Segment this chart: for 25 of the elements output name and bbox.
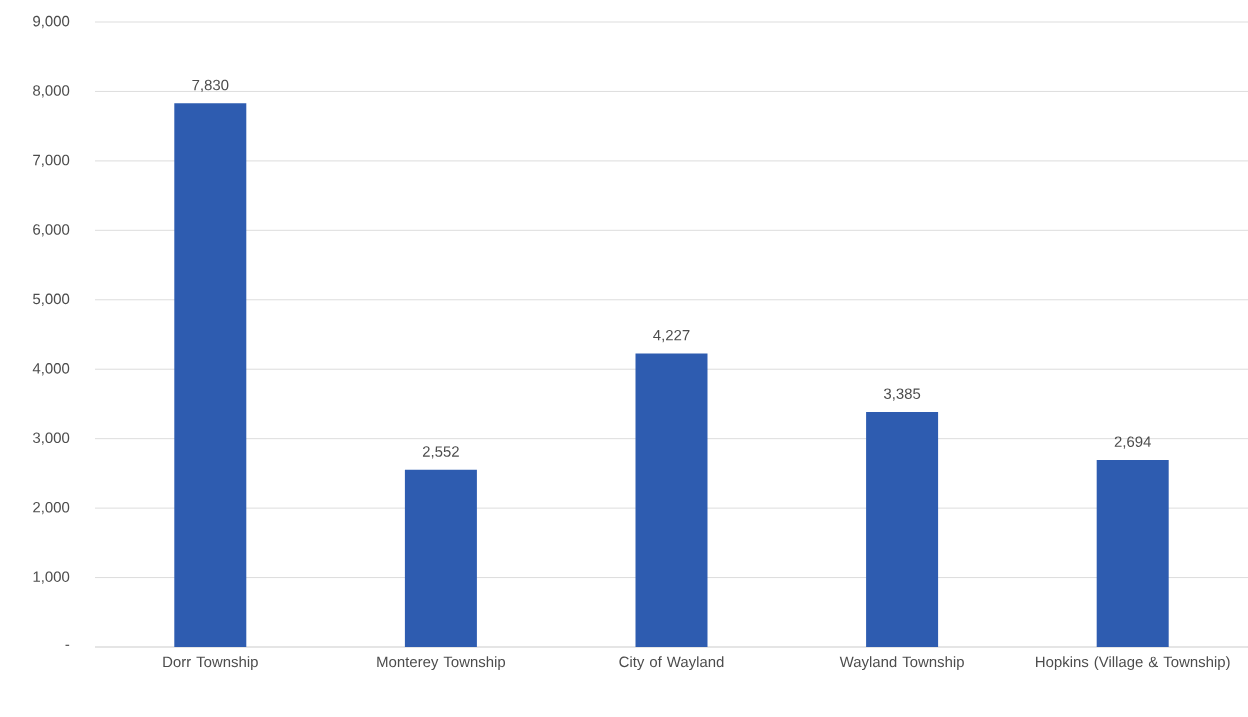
y-tick-label: 5,000 <box>33 293 70 306</box>
y-tick-label: - <box>65 644 70 646</box>
y-tick-label: 7,000 <box>33 154 70 168</box>
y-tick-label: 6,000 <box>33 224 70 237</box>
data-label: 7,830 <box>192 79 229 93</box>
data-label: 3,385 <box>883 388 921 401</box>
bar <box>1096 459 1169 647</box>
x-tick-label: Monterey Township <box>377 656 506 671</box>
data-label: 2,552 <box>422 446 459 459</box>
y-tick-label: 8,000 <box>33 85 70 98</box>
bar <box>174 103 247 647</box>
x-tick-label: Dorr Township <box>163 656 258 671</box>
bar <box>635 353 708 647</box>
y-tick-label: 9,000 <box>33 15 70 29</box>
data-label: 4,227 <box>653 329 690 343</box>
y-tick-label: 1,000 <box>33 571 70 584</box>
x-tick-label: Hopkins (Village & Township) <box>1036 656 1230 671</box>
x-tick-label: City of Wayland <box>619 656 724 671</box>
bar <box>866 411 939 647</box>
y-tick-label: 3,000 <box>32 432 70 445</box>
bar <box>404 469 477 647</box>
y-tick-label: 4,000 <box>32 363 70 376</box>
data-label: 2,694 <box>1114 436 1151 449</box>
y-tick-label: 2,000 <box>33 501 70 515</box>
x-tick-label: Wayland Township <box>839 656 964 671</box>
